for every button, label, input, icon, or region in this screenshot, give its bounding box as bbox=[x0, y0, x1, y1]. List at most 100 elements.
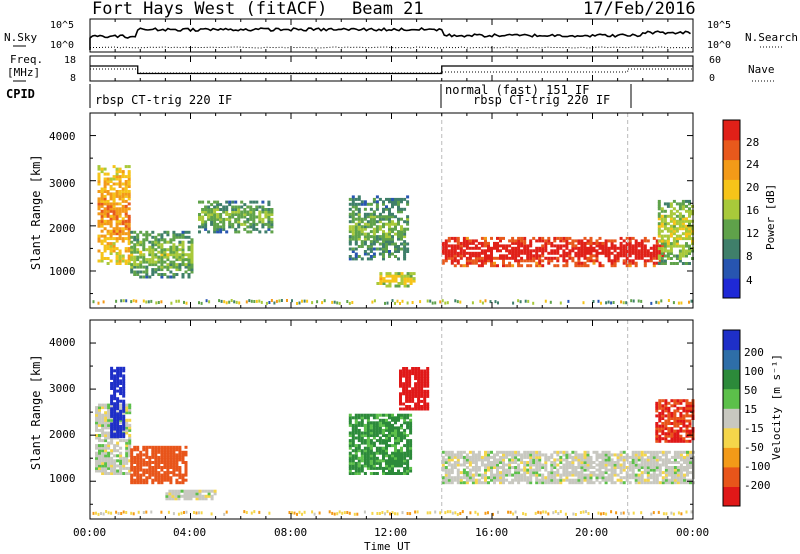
velocity-cell bbox=[107, 408, 111, 412]
power-cell bbox=[391, 220, 394, 224]
velocity-cell bbox=[673, 473, 677, 477]
power-cell bbox=[388, 220, 391, 224]
velocity-cell bbox=[571, 481, 575, 485]
velocity-cell bbox=[595, 476, 599, 480]
power-cell bbox=[619, 236, 623, 240]
velocity-cell bbox=[676, 450, 680, 454]
velocity-cell bbox=[192, 492, 196, 496]
power-cell bbox=[529, 256, 533, 260]
velocity-cell bbox=[462, 455, 466, 459]
power-cell bbox=[360, 225, 364, 229]
velocity-cell bbox=[195, 511, 198, 515]
velocity-cell bbox=[125, 472, 129, 475]
velocity-cell bbox=[652, 453, 656, 457]
power-cell bbox=[109, 249, 113, 253]
power-cell bbox=[270, 210, 274, 214]
power-cell bbox=[124, 182, 128, 186]
velocity-cell bbox=[409, 444, 413, 448]
power-cell bbox=[580, 246, 584, 250]
power-cell bbox=[228, 215, 232, 219]
velocity-cell bbox=[391, 454, 394, 458]
velocity-cell bbox=[577, 481, 581, 485]
velocity-cell bbox=[95, 408, 98, 412]
power-cell bbox=[567, 299, 570, 303]
velocity-cell bbox=[107, 466, 111, 470]
velocity-cell bbox=[670, 511, 673, 515]
velocity-cell bbox=[640, 450, 644, 454]
velocity-cell bbox=[655, 427, 659, 431]
velocity-cell bbox=[397, 426, 400, 430]
power-cell bbox=[382, 257, 385, 261]
power-cell bbox=[444, 301, 447, 305]
velocity-cell bbox=[446, 510, 449, 514]
velocity-cell bbox=[409, 446, 413, 450]
power-cell bbox=[681, 202, 685, 206]
power-cell bbox=[109, 222, 113, 226]
velocity-cell bbox=[388, 428, 391, 432]
velocity-cell bbox=[369, 421, 373, 425]
velocity-cell bbox=[145, 481, 149, 485]
power-cell bbox=[127, 257, 131, 260]
power-cell bbox=[610, 244, 614, 248]
velocity-cell bbox=[357, 449, 361, 453]
velocity-cell bbox=[444, 481, 448, 485]
power-cell bbox=[493, 256, 496, 260]
velocity-cell bbox=[646, 461, 650, 464]
velocity-cell bbox=[198, 492, 202, 496]
power-cell bbox=[637, 241, 641, 245]
xtick-2400: 00:00 bbox=[676, 526, 709, 539]
velocity-cell bbox=[673, 422, 677, 425]
velocity-cell bbox=[366, 418, 370, 422]
velocity-cell bbox=[520, 453, 524, 457]
velocity-cell bbox=[426, 407, 430, 411]
power-cell bbox=[127, 227, 131, 231]
velocity-cell bbox=[298, 510, 301, 514]
power-cell bbox=[678, 224, 682, 228]
velocity-cell bbox=[130, 453, 134, 457]
power-cell bbox=[471, 241, 475, 245]
power-cell bbox=[243, 227, 247, 231]
velocity-cell bbox=[107, 472, 111, 475]
velocity-cell bbox=[250, 511, 253, 515]
power-cell bbox=[103, 207, 107, 211]
velocity-cell bbox=[670, 414, 674, 418]
velocity-cell bbox=[490, 455, 493, 459]
velocity-cell bbox=[98, 451, 101, 455]
power-cell bbox=[127, 242, 131, 246]
velocity-cell bbox=[142, 473, 146, 477]
velocity-cell bbox=[661, 404, 665, 408]
velocity-cell bbox=[453, 466, 457, 469]
velocity-cell bbox=[652, 463, 656, 467]
velocity-cell bbox=[484, 468, 487, 472]
velocity-cell bbox=[360, 423, 364, 427]
power-cell bbox=[397, 210, 400, 214]
power-cell bbox=[249, 230, 253, 234]
velocity-cell bbox=[409, 426, 413, 430]
velocity-cell bbox=[571, 463, 575, 467]
power-cell bbox=[246, 225, 250, 229]
power-cell bbox=[249, 217, 253, 221]
velocity-cell bbox=[351, 441, 355, 445]
power-cell bbox=[267, 227, 271, 231]
power-cell bbox=[481, 301, 484, 305]
velocity-cell bbox=[119, 366, 123, 370]
power-cell bbox=[484, 261, 487, 265]
power-cell bbox=[371, 300, 374, 304]
velocity-cell bbox=[116, 459, 120, 463]
velocity-cell bbox=[348, 418, 352, 422]
velocity-cell bbox=[679, 422, 683, 425]
power-cell bbox=[583, 254, 587, 258]
velocity-cell bbox=[171, 494, 175, 498]
power-cell bbox=[258, 210, 262, 214]
velocity-cell bbox=[661, 476, 665, 480]
velocity-cell bbox=[110, 409, 114, 413]
velocity-cell bbox=[125, 411, 129, 415]
velocity-cell bbox=[502, 450, 505, 454]
power-cell bbox=[225, 217, 229, 221]
velocity-cell bbox=[139, 461, 143, 464]
power-cell bbox=[234, 220, 238, 224]
velocity-cell bbox=[420, 394, 424, 398]
power-cell bbox=[622, 246, 626, 250]
velocity-cell bbox=[423, 394, 427, 398]
power-cell bbox=[166, 253, 170, 257]
